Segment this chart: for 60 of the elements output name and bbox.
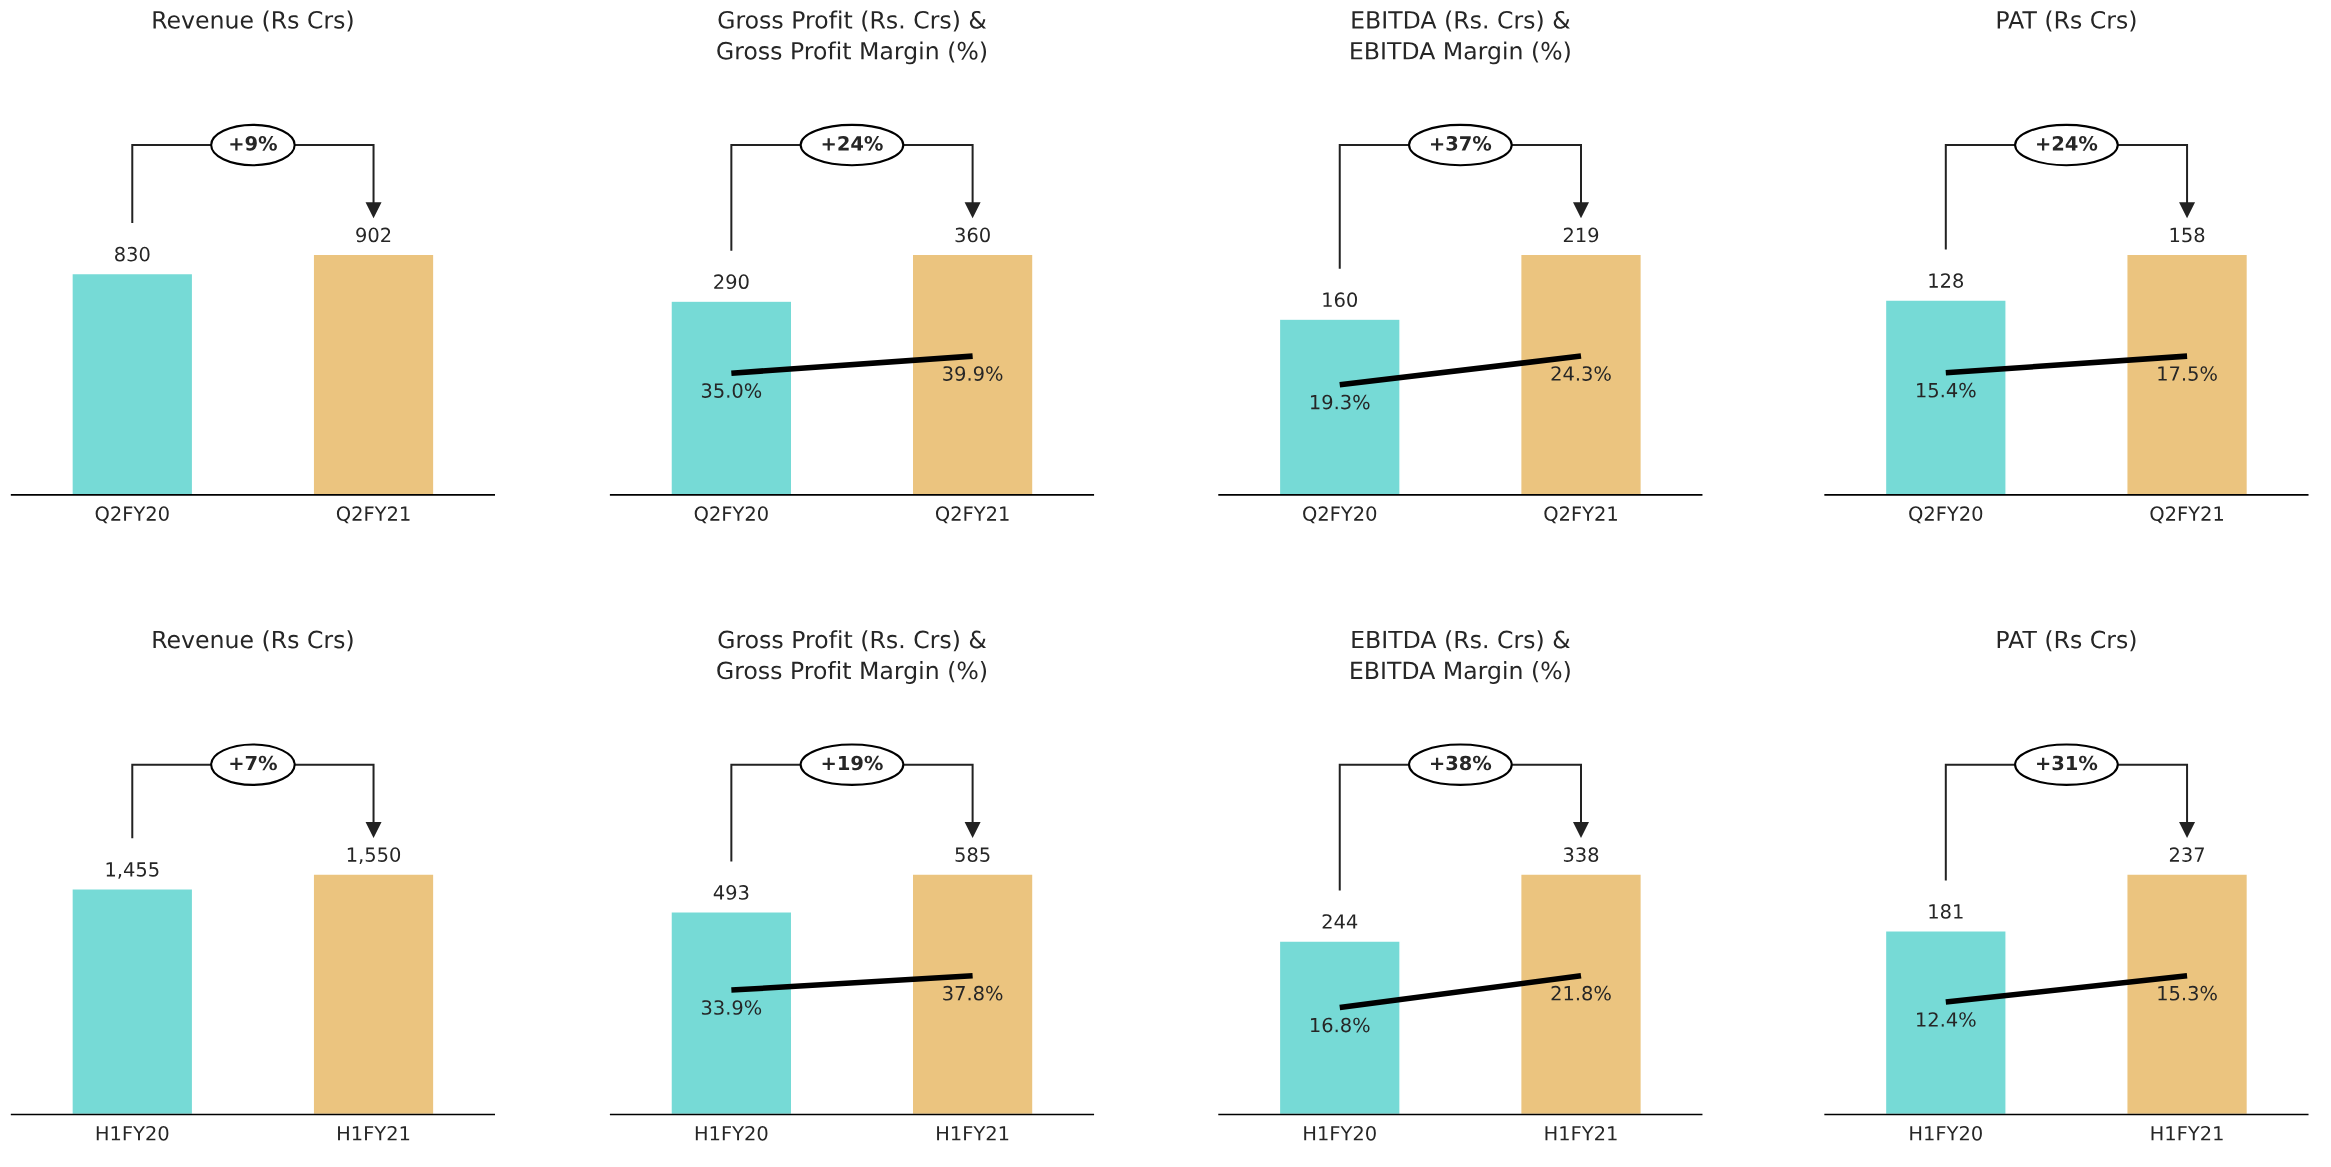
- data-label: 493: [713, 885, 749, 900]
- data-label: 15.3%: [2158, 985, 2217, 1001]
- data-label: 160: [1323, 292, 1358, 308]
- data-label: 360: [955, 227, 990, 243]
- data-label: 16.8%: [1310, 1017, 1370, 1033]
- x-tick-label: H1FY20: [1304, 1125, 1376, 1141]
- x-tick-label: H1FY21: [338, 1125, 410, 1141]
- data-label: 17.5%: [2158, 366, 2217, 381]
- x-tick-label: H1FY20: [695, 1125, 768, 1141]
- text: +24%: [2037, 135, 2098, 151]
- data-label: 830: [115, 246, 150, 262]
- data-label: 244: [1322, 914, 1358, 929]
- x-tick-label: H1FY21: [2151, 1125, 2223, 1141]
- chart-title: PAT (Rs Crs): [1997, 630, 2136, 652]
- data-label: 290: [714, 274, 749, 290]
- chart-title: Gross Profit (Rs. Crs) & Gross Profit Margin (%): [717, 630, 987, 684]
- x-tick-label: H1FY20: [1910, 1125, 1982, 1141]
- data-label: 37.8%: [943, 985, 1003, 1001]
- text: +38%: [1431, 755, 1492, 771]
- data-label: 33.9%: [701, 1000, 762, 1015]
- chart-title: Gross Profit (Rs. Crs) & Gross Profit Margin (%): [717, 10, 987, 65]
- data-label: 12.4%: [1917, 1012, 1976, 1027]
- x-tick-label: Q2FY20: [694, 506, 768, 524]
- data-label: 237: [2169, 847, 2204, 862]
- data-label: 1,550: [347, 847, 401, 864]
- data-label: 902: [356, 227, 391, 243]
- x-tick-label: Q2FY21: [935, 506, 1009, 524]
- x-tick-label: Q2FY20: [95, 506, 169, 524]
- text: +7%: [230, 755, 277, 771]
- x-tick-label: Q2FY21: [336, 506, 410, 524]
- x-tick-label: Q2FY21: [2150, 506, 2224, 524]
- data-label: 39.9%: [943, 366, 1003, 381]
- text: +37%: [1431, 135, 1492, 151]
- text: +9%: [230, 135, 277, 151]
- data-label: 181: [1929, 904, 1963, 919]
- data-label: 219: [1563, 227, 1599, 243]
- text: +31%: [2037, 755, 2098, 771]
- chart-title: Revenue (Rs Crs): [153, 630, 353, 652]
- data-label: 19.3%: [1310, 394, 1370, 410]
- data-label: 15.4%: [1917, 382, 1976, 398]
- x-tick-label: Q2FY20: [1303, 506, 1377, 524]
- x-tick-label: H1FY21: [1545, 1125, 1617, 1141]
- data-label: 21.8%: [1551, 985, 1611, 1001]
- chart-title: EBITDA (Rs. Crs) & EBITDA Margin (%): [1351, 630, 1570, 684]
- data-label: 1,455: [106, 862, 159, 879]
- text: +24%: [822, 135, 883, 151]
- chart-title: EBITDA (Rs. Crs) & EBITDA Margin (%): [1351, 10, 1570, 65]
- x-tick-label: Q2FY20: [1909, 506, 1983, 524]
- data-label: 338: [1563, 847, 1599, 862]
- data-label: 35.0%: [701, 383, 762, 398]
- chart-title: PAT (Rs Crs): [1997, 10, 2136, 32]
- data-label: 585: [955, 847, 990, 862]
- data-label: 24.3%: [1551, 366, 1611, 381]
- text: +19%: [822, 755, 883, 771]
- chart-title: Revenue (Rs Crs): [153, 10, 353, 32]
- data-label: 158: [2170, 227, 2205, 243]
- data-label: 128: [1929, 273, 1964, 288]
- x-tick-label: H1FY20: [96, 1125, 169, 1141]
- x-tick-label: Q2FY21: [1544, 506, 1617, 524]
- x-tick-label: H1FY21: [937, 1125, 1009, 1141]
